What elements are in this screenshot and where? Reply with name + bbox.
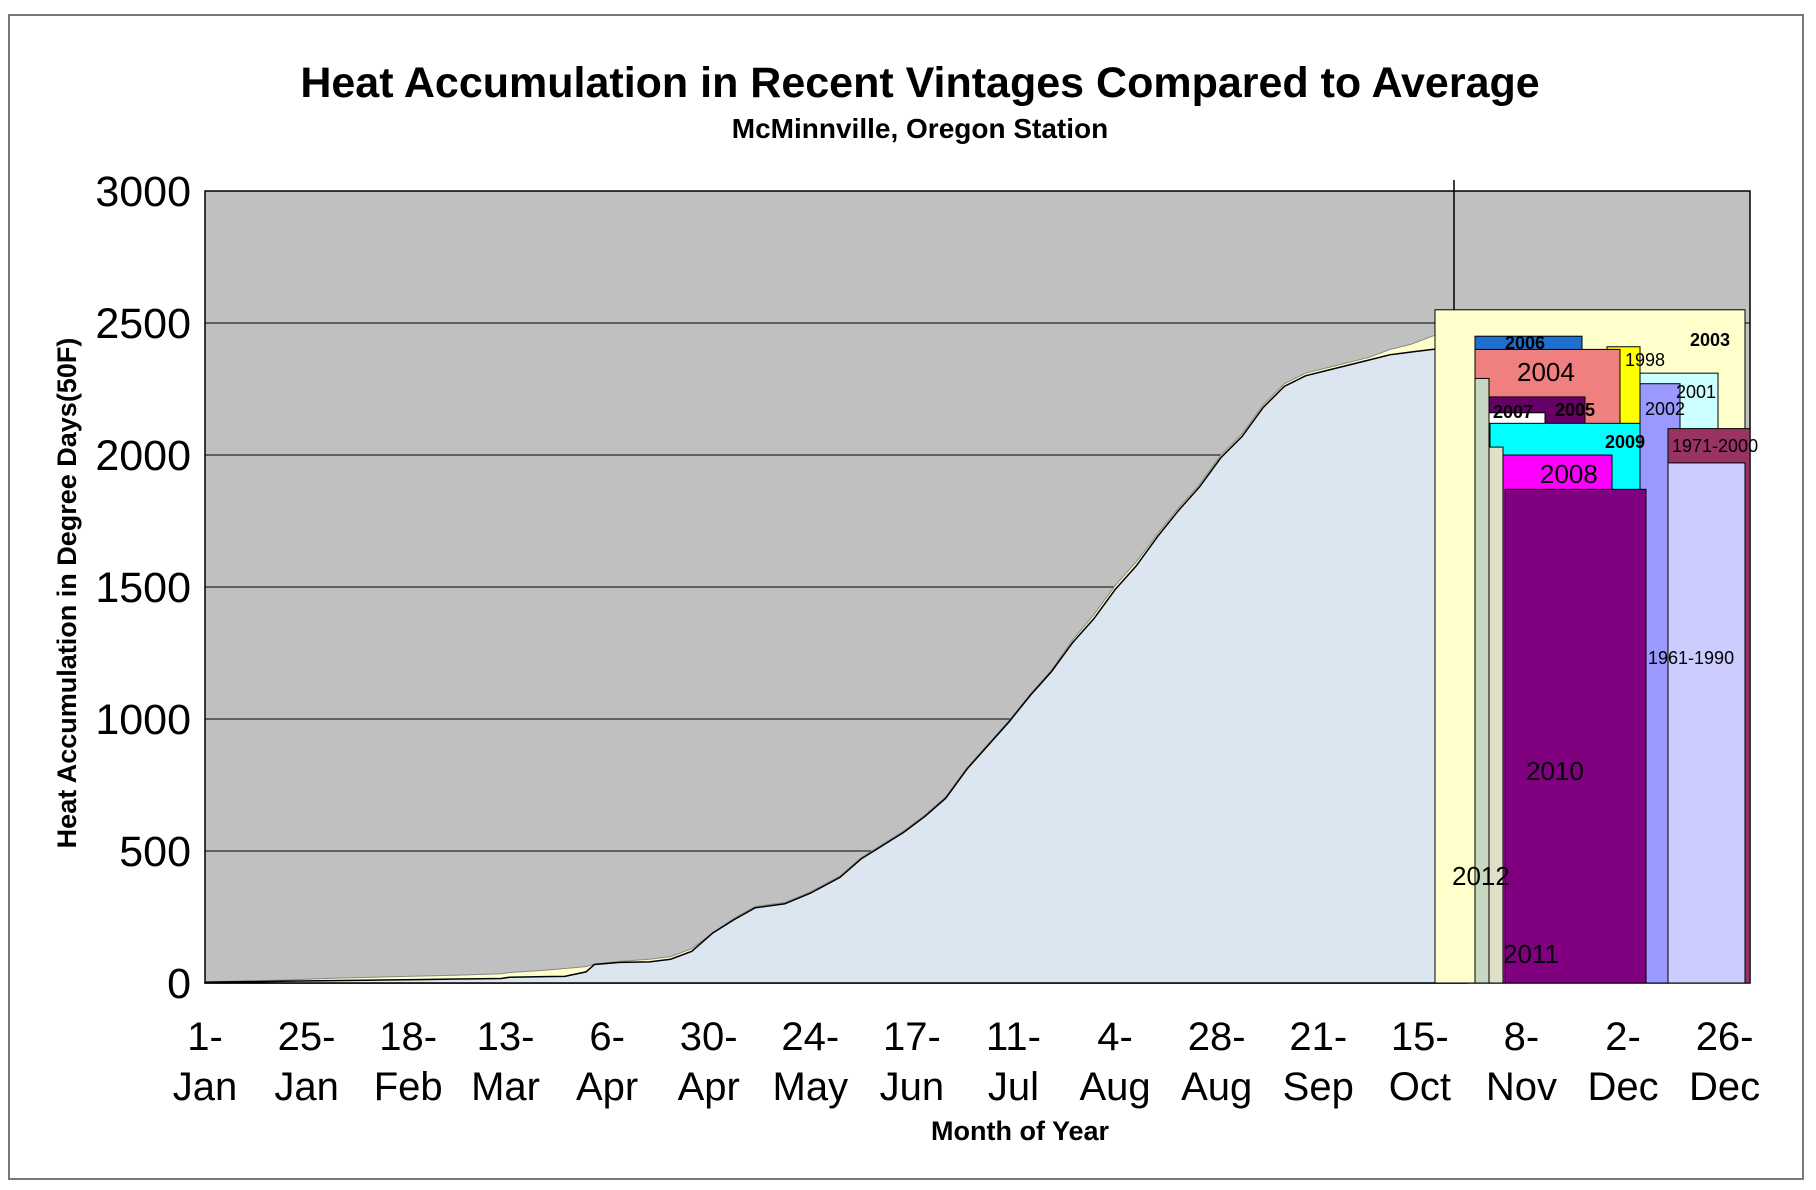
x-tick-label: Aug xyxy=(1181,1065,1252,1109)
y-tick-label: 2500 xyxy=(95,300,191,348)
legend-label: 2008 xyxy=(1540,459,1598,489)
x-tick-label: 21- xyxy=(1289,1015,1347,1059)
legend-label: 2011 xyxy=(1503,939,1559,969)
x-tick-label: 8- xyxy=(1504,1015,1540,1059)
y-tick-label: 0 xyxy=(167,960,191,1008)
x-tick-label: 25- xyxy=(278,1015,336,1059)
accumulation-areas xyxy=(204,316,1468,984)
legend-swatch-2012 xyxy=(1474,377,1490,984)
x-tick-label: 30- xyxy=(680,1015,738,1059)
x-tick-label: 18- xyxy=(379,1015,437,1059)
x-tick-label: Feb xyxy=(374,1065,443,1109)
x-tick-label: 28- xyxy=(1188,1015,1246,1059)
x-tick-label: 11- xyxy=(986,1015,1041,1059)
legend-swatch-2010 xyxy=(1504,488,1647,984)
y-tick-label: 2000 xyxy=(95,432,191,480)
legend: 2003 2001 1998 2006 2004 2002 2005 2007 2009 1971… xyxy=(1434,309,1758,984)
y-axis-ticks: 0 500 1000 1500 2000 2500 3000 xyxy=(95,168,191,1008)
series-area-2012 xyxy=(204,345,1468,984)
legend-label: 2002 xyxy=(1645,399,1685,419)
legend-swatch-1961-1990 xyxy=(1667,462,1746,984)
legend-swatch-2011 xyxy=(1488,446,1504,984)
legend-label: 2003 xyxy=(1690,330,1730,350)
x-tick-label: 13- xyxy=(477,1015,535,1059)
x-tick-label: 24- xyxy=(781,1015,839,1059)
x-tick-label: Jan xyxy=(173,1065,238,1109)
x-tick-label: Jun xyxy=(880,1065,945,1109)
x-tick-label: 15- xyxy=(1391,1015,1449,1059)
x-tick-label: Aug xyxy=(1079,1065,1150,1109)
x-axis-label: Month of Year xyxy=(931,1116,1110,1146)
x-tick-label: 2- xyxy=(1605,1015,1641,1059)
legend-label: 2009 xyxy=(1605,432,1645,452)
x-tick-label: 4- xyxy=(1097,1015,1133,1059)
legend-label: 2004 xyxy=(1517,357,1575,387)
y-axis-label: Heat Accumulation in Degree Days(50F) xyxy=(52,338,82,849)
legend-label: 2012 xyxy=(1452,861,1510,891)
x-tick-label: 17- xyxy=(883,1015,941,1059)
x-tick-label: Dec xyxy=(1587,1065,1658,1109)
x-tick-label: May xyxy=(773,1065,849,1109)
legend-label: 2005 xyxy=(1555,400,1595,420)
legend-label: 2001 xyxy=(1676,382,1716,402)
x-tick-label: Jul xyxy=(988,1065,1039,1109)
x-tick-label: 1- xyxy=(187,1015,223,1059)
x-tick-label: Mar xyxy=(471,1065,540,1109)
y-tick-label: 500 xyxy=(119,828,191,876)
chart-subtitle: McMinnville, Oregon Station xyxy=(732,113,1108,144)
x-tick-label: Sep xyxy=(1283,1065,1354,1109)
x-tick-label: Nov xyxy=(1486,1065,1557,1109)
y-tick-label: 3000 xyxy=(95,168,191,216)
legend-label: 2007 xyxy=(1493,402,1533,422)
legend-label: 1998 xyxy=(1625,350,1665,370)
legend-label: 1961-1990 xyxy=(1648,648,1734,668)
legend-label: 1971-2000 xyxy=(1672,436,1758,456)
x-axis-ticks: 1- Jan 25- Jan 18- Feb 13- Mar 6- Apr 30- Apr 24- May… xyxy=(173,1015,1760,1109)
chart-title: Heat Accumulation in Recent Vintages Com… xyxy=(300,59,1539,107)
x-tick-label: 26- xyxy=(1696,1015,1754,1059)
x-tick-label: Oct xyxy=(1389,1065,1451,1109)
y-tick-label: 1000 xyxy=(95,696,191,744)
y-tick-label: 1500 xyxy=(95,564,191,612)
x-tick-label: 6- xyxy=(589,1015,625,1059)
x-tick-label: Jan xyxy=(274,1065,339,1109)
legend-label: 2010 xyxy=(1526,756,1584,786)
legend-label: 2006 xyxy=(1505,333,1545,353)
x-tick-label: Apr xyxy=(678,1065,740,1109)
x-tick-label: Dec xyxy=(1689,1065,1760,1109)
x-tick-label: Apr xyxy=(576,1065,638,1109)
